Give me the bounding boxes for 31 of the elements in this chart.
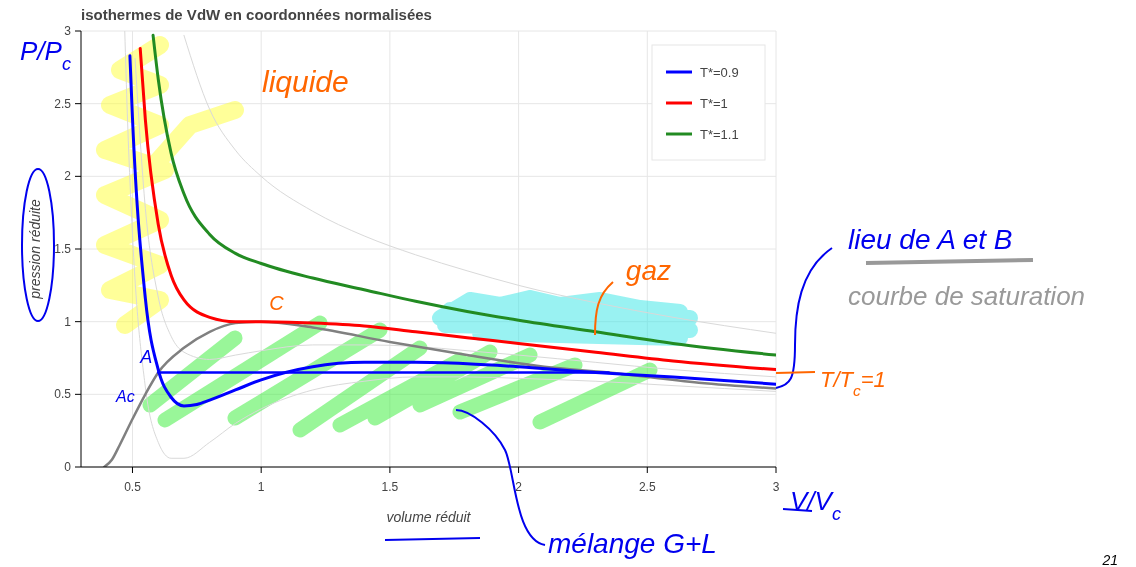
annotation: lieu de A et B bbox=[848, 223, 1013, 255]
y-axis-title: pression réduite bbox=[27, 198, 43, 300]
annotation: Ac bbox=[115, 388, 135, 405]
text: mélange G+L bbox=[548, 528, 717, 559]
chart-title: isothermes de VdW en coordonnées normalisées bbox=[81, 6, 432, 23]
x-tick-label: 0.5 bbox=[124, 480, 142, 494]
y-tick-label: 2.5 bbox=[54, 96, 72, 111]
y-tick-label: 0.5 bbox=[54, 387, 72, 402]
y-tick-label: 0 bbox=[64, 460, 72, 474]
text: courbe de saturation bbox=[848, 281, 1086, 311]
y-tick-label: 1 bbox=[64, 314, 72, 329]
annotation: liquide bbox=[262, 65, 349, 98]
text: 21 bbox=[1101, 552, 1118, 567]
text: P/P$_{c}$ bbox=[20, 36, 72, 74]
annotation: C bbox=[269, 291, 285, 314]
y-tick-label: 3 bbox=[64, 24, 72, 38]
x-tick-label: 3 bbox=[772, 480, 780, 494]
annotation: T/T$_{c}$=1 bbox=[820, 366, 886, 399]
legend-label: T*=1.1 bbox=[700, 127, 739, 142]
annotation: A bbox=[139, 346, 153, 367]
y-tick-label: 1.5 bbox=[54, 242, 72, 256]
x-tick-label: 2.5 bbox=[638, 480, 656, 494]
x-tick-label: 2 bbox=[515, 480, 523, 494]
x-tick-label: 1.5 bbox=[381, 480, 399, 494]
text: V/V$_{c}$ bbox=[790, 486, 842, 524]
legend-label: T*=1 bbox=[700, 96, 728, 111]
legend-label: T*=0.9 bbox=[700, 65, 739, 80]
x-axis-title: volume réduit bbox=[386, 509, 472, 525]
annotation: gaz bbox=[625, 254, 671, 286]
y-tick-label: 2 bbox=[64, 169, 72, 184]
x-tick-label: 1 bbox=[257, 480, 265, 494]
